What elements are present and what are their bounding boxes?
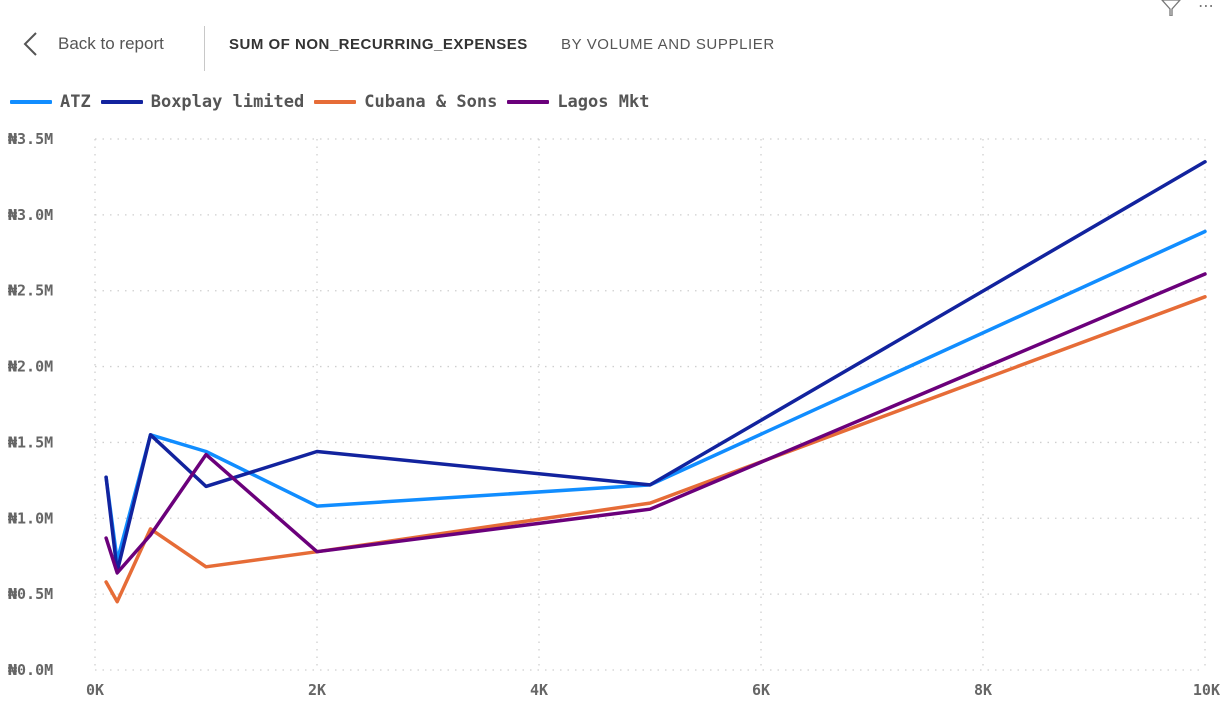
y-tick-label: ₦1.5M bbox=[8, 433, 53, 451]
x-tick-label: 10K bbox=[1193, 681, 1220, 699]
y-tick-label: ₦2.0M bbox=[8, 358, 53, 376]
chevron-left-icon bbox=[23, 32, 37, 56]
legend-item[interactable]: ATZ bbox=[10, 92, 91, 112]
legend-item[interactable]: Boxplay limited bbox=[100, 92, 305, 112]
x-tick-label: 4K bbox=[530, 681, 548, 699]
chart-legend: ATZ Boxplay limited Cubana & Sons Lagos Mkt bbox=[10, 92, 659, 112]
y-tick-label: ₦0.0M bbox=[8, 661, 53, 679]
x-tick-label: 8K bbox=[974, 681, 992, 699]
legend-swatch bbox=[100, 100, 143, 104]
legend-item[interactable]: Lagos Mkt bbox=[507, 92, 649, 112]
y-tick-label: ₦0.5M bbox=[8, 585, 53, 603]
header-divider bbox=[204, 26, 205, 71]
y-tick-label: ₦1.0M bbox=[8, 509, 53, 527]
x-tick-label: 6K bbox=[752, 681, 770, 699]
filter-icon[interactable] bbox=[1160, 0, 1182, 16]
y-tick-label: ₦3.5M bbox=[8, 130, 53, 148]
legend-label: Cubana & Sons bbox=[364, 92, 498, 112]
legend-label: Lagos Mkt bbox=[557, 92, 650, 112]
back-to-report-label: Back to report bbox=[58, 34, 164, 53]
x-tick-label: 0K bbox=[86, 681, 104, 699]
legend-item[interactable]: Cubana & Sons bbox=[314, 92, 497, 112]
chart-subtitle: BY VOLUME AND SUPPLIER bbox=[561, 36, 775, 53]
legend-swatch bbox=[314, 100, 357, 104]
back-to-report-button[interactable]: Back to report bbox=[18, 30, 164, 58]
visual-header: Back to report SUM OF NON_RECURRING_EXPE… bbox=[0, 0, 1225, 88]
legend-label: Boxplay limited bbox=[150, 92, 305, 112]
series-line-lagos-mkt[interactable] bbox=[104, 272, 1207, 575]
x-tick-label: 2K bbox=[308, 681, 326, 699]
legend-swatch bbox=[10, 100, 52, 104]
chart-title: SUM OF NON_RECURRING_EXPENSES bbox=[229, 36, 528, 53]
legend-label: ATZ bbox=[60, 92, 91, 112]
y-tick-label: ₦3.0M bbox=[8, 206, 53, 224]
legend-swatch bbox=[507, 100, 550, 104]
series-line-cubana-sons[interactable] bbox=[104, 295, 1207, 604]
y-tick-label: ₦2.5M bbox=[8, 282, 53, 300]
more-options-icon[interactable]: ⋯ bbox=[1198, 0, 1215, 15]
